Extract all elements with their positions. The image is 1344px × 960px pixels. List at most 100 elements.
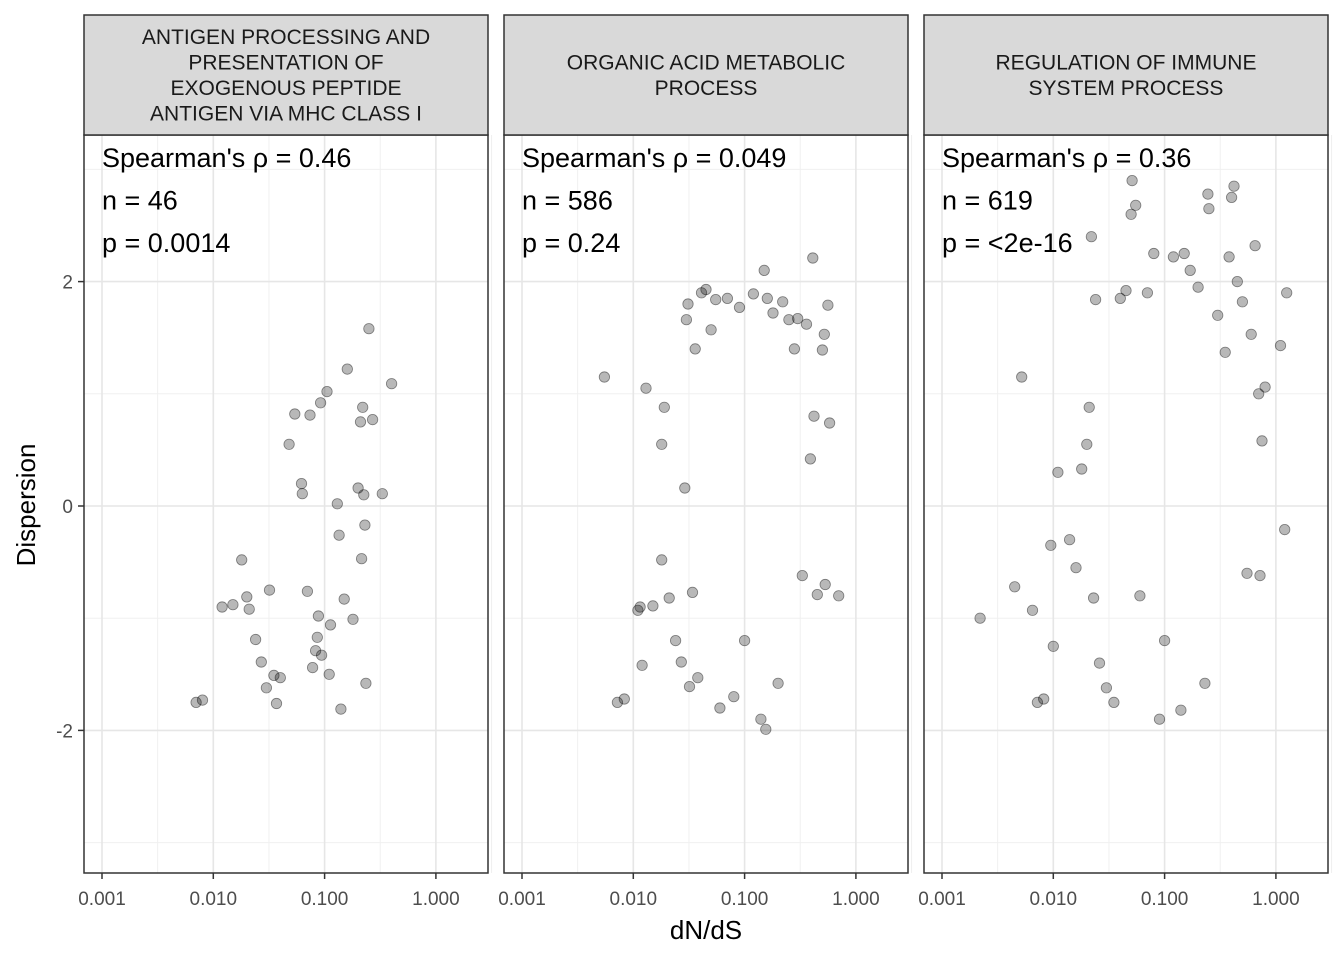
data-point [1279,523,1291,536]
data-points [190,323,398,715]
p-value-label: p = 0.0014 [102,228,230,258]
p-value-label: p = <2e-16 [942,228,1073,258]
data-point [1085,231,1098,243]
data-point [360,677,372,689]
data-point [321,385,333,398]
x-tick-label: 0.100 [721,889,769,910]
x-axis-1: 0.001 0.010 0.100 1.000 [78,873,460,910]
data-point [315,649,328,661]
data-point [1256,435,1268,447]
data-point [819,578,831,591]
data-point [656,554,668,566]
data-point [695,287,708,299]
data-point [1241,567,1253,579]
data-point [689,343,701,355]
gridlines [504,135,913,873]
data-point [1045,539,1057,551]
data-point [811,588,823,601]
panel-background [84,135,488,873]
data-point [1093,657,1106,669]
data-point [376,488,388,500]
data-point [758,264,770,276]
data-point [1236,296,1249,308]
gridlines [84,135,493,873]
data-point [783,314,795,326]
data-point [1281,287,1293,299]
data-point [323,668,335,680]
data-point [1219,346,1231,358]
y-tick-label: 2 [62,273,73,294]
strip-title-line: ANTIGEN VIA MHC CLASS I [150,102,422,125]
data-point [1202,188,1214,200]
data-point [1108,696,1120,709]
data-point [311,631,323,643]
x-tick-label: 0.001 [78,889,126,910]
data-point [1223,251,1235,263]
data-point [357,401,369,413]
data-point [1226,191,1238,203]
data-point [647,600,659,612]
x-axis-title: dN/dS [670,915,742,945]
data-point [1114,292,1126,304]
data-point [312,610,324,622]
data-points [974,175,1293,725]
data-point [1167,251,1180,263]
strip-title-line: SYSTEM PROCESS [1029,77,1224,100]
x-axis-3: 0.001 0.010 0.100 1.000 [918,873,1300,910]
data-point [663,592,675,604]
data-point [347,613,359,625]
data-point [227,599,239,611]
data-point [710,293,722,306]
data-point [823,417,836,429]
data-point [721,292,734,304]
y-axis-title: Dispersion [11,444,41,567]
x-tick-label: 0.010 [610,889,658,910]
sample-size-label: n = 619 [942,186,1033,216]
facet-strip: REGULATION OF IMMUNE SYSTEM PROCESS [923,14,1329,136]
data-point [800,318,813,330]
data-point [324,619,337,631]
data-point [683,680,696,693]
data-point [363,323,375,335]
data-point [301,585,313,597]
y-tick-label: 0 [62,497,73,518]
data-point [636,659,648,671]
data-point [679,482,691,494]
strip-title-line: ORGANIC ACID METABOLIC [567,51,846,74]
data-point [196,694,209,706]
data-point [309,645,322,657]
data-points [598,252,845,735]
data-point [358,489,370,501]
data-point [296,488,308,500]
data-point [1199,677,1211,689]
data-point [241,591,253,603]
data-point [755,713,767,725]
data-point [268,669,280,682]
data-point [1134,590,1146,602]
strip-background [923,14,1329,136]
data-point [818,328,830,340]
facet-panel-2: Spearman's ρ = 0.049 n = 586 p = 0.24 ORGAN… [498,14,913,910]
x-tick-label: 0.010 [1030,889,1078,910]
x-tick-label: 0.001 [918,889,966,910]
data-point [1088,592,1100,604]
data-point [1184,264,1196,276]
strip-title-line: PRESENTATION OF [188,51,383,74]
data-point [618,693,630,705]
data-point [767,307,779,319]
data-point [366,413,379,426]
data-point [306,661,319,674]
data-point [700,283,712,296]
y-axis: -2 0 2 [56,273,84,742]
sample-size-label: n = 46 [102,186,178,216]
data-point [331,498,343,510]
data-point [295,477,308,490]
data-point [796,569,808,582]
data-point [760,723,772,735]
data-point [1026,604,1039,616]
data-point [216,601,228,613]
data-point [250,633,262,646]
data-point [243,603,255,615]
data-point [359,519,371,531]
